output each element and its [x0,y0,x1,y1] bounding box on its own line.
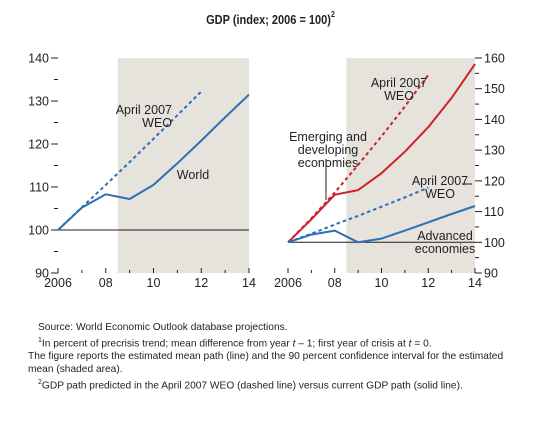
footnote-2-text: GDP path predicted in the April 2007 WEO… [41,380,463,392]
footnote-1: 1In percent of precrisis trend; mean dif… [28,334,528,350]
series-line-dashed [287,74,430,243]
footnote-1-mark: 1 [38,337,42,344]
annotation-label: WEO [142,116,172,130]
x-tick-label: 12 [421,276,435,290]
annotation-label: Emerging and [289,130,367,144]
y-tick-label: 140 [484,113,505,127]
annotation-label: World [177,168,209,182]
annotation-label: economies [415,242,475,256]
footnote-2-mark: 2 [38,379,42,387]
series-line-solid [287,63,476,244]
footnote-2: 2GDP path predicted in the April 2007 WE… [28,376,528,392]
chart-notes: Source: World Economic Outlook database … [28,321,528,393]
series-line-solid [57,93,250,231]
y-tick-label: 110 [29,181,49,195]
y-tick-label: 120 [484,174,505,188]
x-tick-label: 08 [99,276,113,290]
annotation-label: April 2007 [412,174,468,188]
series-line-dashed [287,186,429,244]
series-line-solid [287,205,476,244]
y-tick-label: 130 [484,144,505,158]
title-footnote-mark: 2 [330,10,335,19]
x-tick-label: 14 [242,276,256,290]
chart-title-text: GDP (index; 2006 = 100) [206,13,331,28]
shaded-region [117,58,249,273]
y-tick-label: 90 [35,267,49,281]
x-tick-label: 2006 [274,276,302,290]
annotation-label: WEO [425,187,455,201]
annotation-label: Advanced [417,229,473,243]
y-tick-label: 100 [484,236,505,250]
footnote-1-continued: The figure reports the estimated mean pa… [28,351,504,376]
y-tick-label: 100 [28,224,49,238]
x-tick-label: 2006 [44,276,72,290]
y-tick-label: 130 [28,95,49,109]
y-tick-label: 120 [28,138,49,152]
annotation-label: developing [298,143,359,157]
annotation-label: April 2007 [371,76,427,90]
source-note: Source: World Economic Outlook database … [38,322,288,333]
y-tick-label: 110 [484,205,504,219]
series-line-dashed [57,90,203,231]
y-tick-label: 90 [484,267,498,281]
y-tick-label: 140 [28,52,49,66]
y-tick-label: 160 [484,52,505,66]
y-tick-label: 150 [484,82,505,96]
x-tick-label: 10 [375,276,389,290]
annotation-label: WEO [384,89,414,103]
x-tick-label: 14 [468,276,482,290]
annotation-label: economies [298,156,358,170]
footnote-1-variable-t2: t [408,338,412,350]
chart-panel-right: 90 100 110 120 130 140 150 160 2006 08 10 12 14 April… [274,52,505,291]
footnote-1-part-c: = 0. [411,338,432,350]
footnote-1-part-a: In percent of precrisis trend; mean diff… [41,338,293,350]
footnote-1-variable-t: t [292,338,296,350]
x-tick-label: 08 [328,276,342,290]
footnote-1-part-b: – 1; first year of crisis at [295,338,409,350]
x-tick-label: 10 [147,276,161,290]
annotation-label: April 2007 [116,103,172,117]
x-tick-label: 12 [194,276,208,290]
chart-title: GDP (index; 2006 = 100)2 [32,10,508,28]
